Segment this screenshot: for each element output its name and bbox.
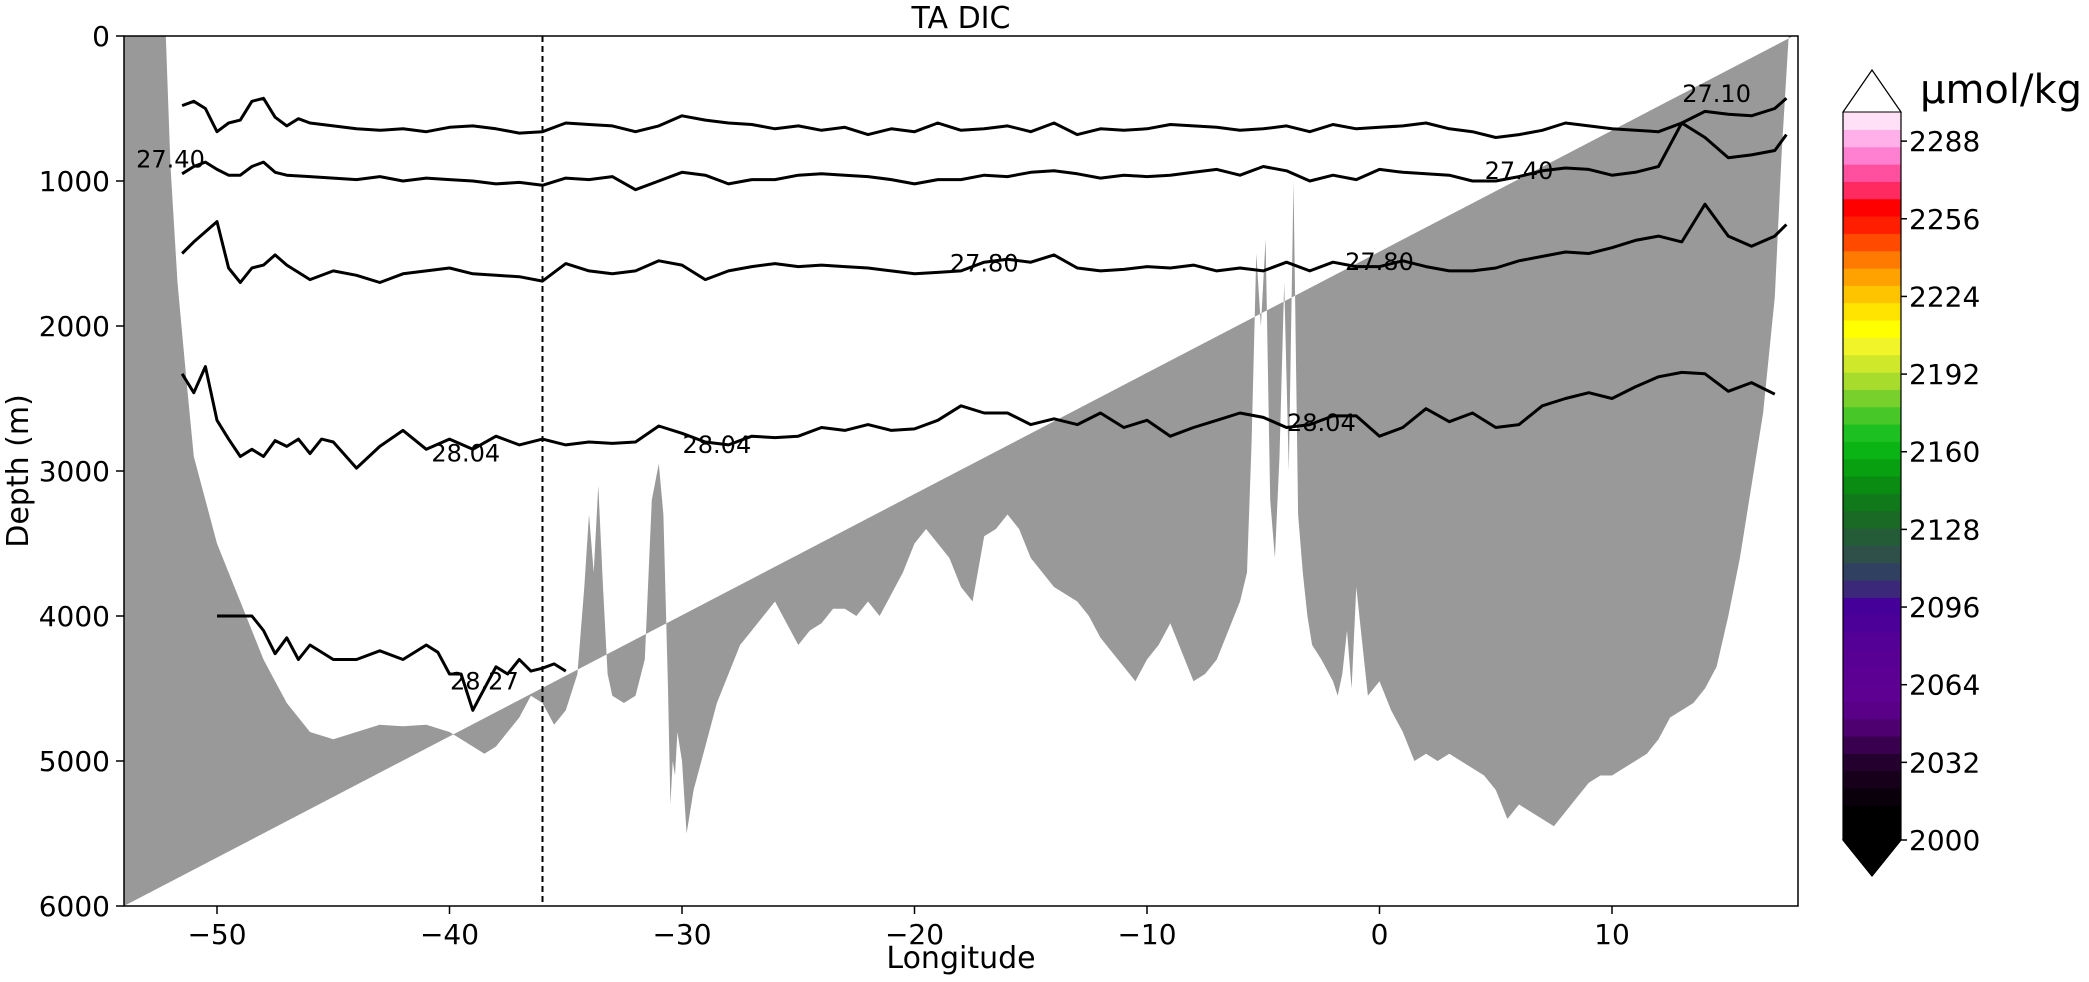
colorbar-tick-label: 2128 xyxy=(1909,513,1980,546)
colorbar-swatch xyxy=(1843,736,1901,754)
contour-label: 28.27 xyxy=(450,667,519,695)
colorbar-swatch xyxy=(1843,666,1901,685)
colorbar-swatch xyxy=(1843,320,1901,338)
contour-label: 27.10 xyxy=(1682,80,1751,108)
contour-label: 28.04 xyxy=(683,431,752,459)
contour-line-27-10 xyxy=(181,96,1788,139)
x-axis-label: Longitude xyxy=(886,941,1035,976)
colorbar-swatch xyxy=(1843,302,1901,321)
colorbar-swatch xyxy=(1843,684,1901,702)
colorbar-tick-label: 2000 xyxy=(1909,824,1980,857)
colorbar-swatch xyxy=(1843,649,1901,668)
x-tick-label: 0 xyxy=(1371,918,1389,951)
y-tick-label: 6000 xyxy=(39,890,110,923)
colorbar-swatch xyxy=(1843,822,1901,841)
y-tick-label: 3000 xyxy=(39,455,110,488)
contour-label: 28.04 xyxy=(431,440,500,468)
colorbar-swatch xyxy=(1843,493,1901,512)
y-tick-label: 2000 xyxy=(39,310,110,343)
colorbar-swatch xyxy=(1843,164,1901,182)
colorbar: 2000 2032 2064 2096 2128 2160 2192 2224 2256 2288 xyxy=(1841,68,1980,877)
contour-lines xyxy=(180,96,1788,712)
colorbar-swatch xyxy=(1843,441,1901,460)
colorbar-swatch xyxy=(1843,458,1901,477)
contour-line-28-04 xyxy=(180,365,1776,470)
colorbar-swatch xyxy=(1843,285,1901,304)
colorbar-tick-label: 2288 xyxy=(1909,125,1980,158)
colorbar-swatch xyxy=(1843,406,1901,425)
chart-title: TA DIC xyxy=(911,1,1011,36)
colorbar-extend-min xyxy=(1841,839,1903,877)
colorbar-swatch xyxy=(1843,788,1901,806)
colorbar-tick-label: 2064 xyxy=(1909,669,1980,702)
x-tick-label: −40 xyxy=(420,918,479,951)
y-tick-label: 0 xyxy=(92,20,110,53)
x-tick-label: 10 xyxy=(1594,918,1630,951)
colorbar-swatch xyxy=(1843,146,1901,165)
colorbar-swatch xyxy=(1843,216,1901,234)
x-tick-label: −50 xyxy=(187,918,246,951)
colorbar-extend-max xyxy=(1842,69,1902,113)
colorbar-swatch xyxy=(1843,597,1901,616)
colorbar-swatch xyxy=(1843,580,1901,598)
colorbar-swatch xyxy=(1843,112,1901,130)
contour-labels: 27.10 27.40 27.40 27.80 27.80 28.04 28.04 28.04… xyxy=(136,80,1751,695)
y-axis: 0 1000 2000 3000 4000 5000 6000 xyxy=(39,20,124,923)
colorbar-swatch xyxy=(1843,389,1901,408)
colorbar-swatch xyxy=(1843,770,1901,789)
y-tick-label: 5000 xyxy=(39,745,110,778)
colorbar-swatch xyxy=(1843,614,1901,633)
contour-line-28-27 xyxy=(217,614,567,712)
contour-label: 27.80 xyxy=(950,250,1019,278)
colorbar-swatch xyxy=(1843,545,1901,564)
colorbar-swatch xyxy=(1843,562,1901,581)
x-tick-label: −30 xyxy=(652,918,711,951)
colorbar-tick-label: 2096 xyxy=(1909,591,1980,624)
contour-label: 27.40 xyxy=(136,145,205,173)
colorbar-swatch xyxy=(1843,805,1901,824)
colorbar-swatch xyxy=(1843,718,1901,737)
contour-label: 28.04 xyxy=(1287,409,1356,437)
colorbar-swatch xyxy=(1843,233,1901,252)
colorbar-swatch xyxy=(1843,476,1901,494)
contour-label: 27.80 xyxy=(1345,248,1414,276)
y-axis-label: Depth (m) xyxy=(1,394,36,548)
colorbar-swatch xyxy=(1843,424,1901,442)
contour-label: 27.40 xyxy=(1485,157,1554,185)
colorbar-outline xyxy=(1842,68,1902,877)
contour-line-27-40 xyxy=(181,121,1788,192)
colorbar-tick-label: 2192 xyxy=(1909,358,1980,391)
colorbar-swatch xyxy=(1843,753,1901,772)
colorbar-tick-label: 2224 xyxy=(1909,280,1980,313)
colorbar-tick-label: 2160 xyxy=(1909,436,1980,469)
y-tick-label: 4000 xyxy=(39,600,110,633)
x-tick-label: −20 xyxy=(885,918,944,951)
colorbar-swatch xyxy=(1843,337,1901,356)
x-axis: −50 −40 −30 −20 −10 0 10 xyxy=(187,906,1630,951)
colorbar-tick-label: 2256 xyxy=(1909,203,1980,236)
bathymetry-fill xyxy=(124,36,1794,906)
colorbar-swatch xyxy=(1843,354,1901,373)
colorbar-swatch xyxy=(1843,632,1901,650)
colorbar-swatch xyxy=(1843,372,1901,390)
colorbar-swatch xyxy=(1843,250,1901,269)
contour-line-27-80 xyxy=(181,202,1788,284)
colorbar-swatch xyxy=(1843,198,1901,217)
colorbar-swatch xyxy=(1843,129,1901,148)
x-tick-label: −10 xyxy=(1117,918,1176,951)
colorbar-swatch xyxy=(1843,510,1901,529)
plot-area: 27.10 27.40 27.40 27.80 27.80 28.04 28.04 28.04… xyxy=(123,35,1799,907)
colorbar-unit-label: µmol/kg xyxy=(1920,67,2082,113)
colorbar-swatch xyxy=(1843,528,1901,546)
colorbar-tick-label: 2032 xyxy=(1909,746,1980,779)
colorbar-swatch xyxy=(1843,181,1901,200)
colorbar-swatch xyxy=(1843,268,1901,286)
y-tick-label: 1000 xyxy=(39,165,110,198)
colorbar-swatch xyxy=(1843,701,1901,720)
